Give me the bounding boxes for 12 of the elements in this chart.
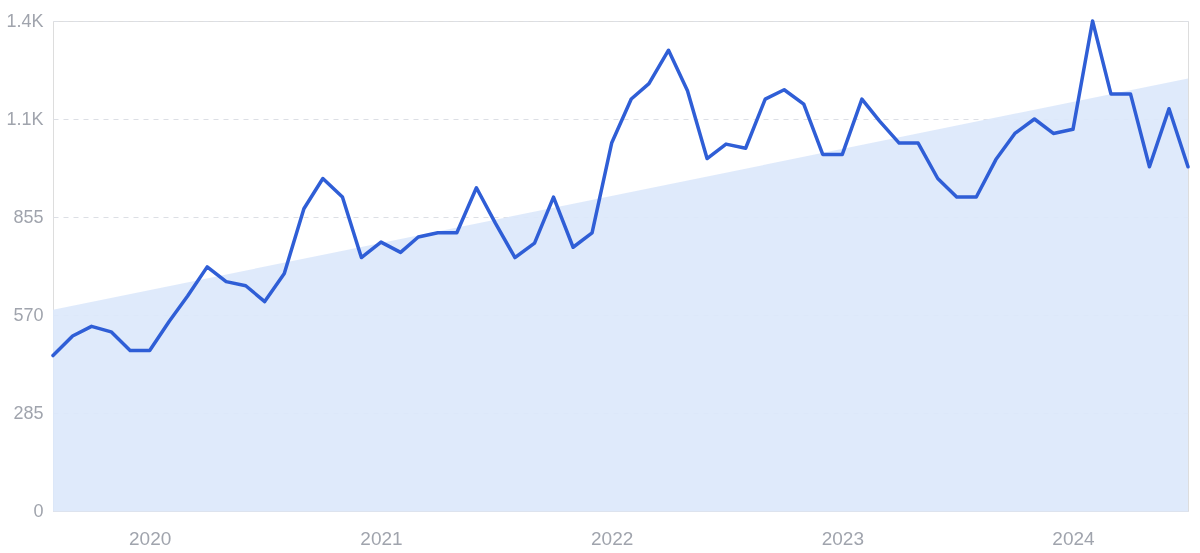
y-tick-label: 570	[13, 304, 44, 325]
y-tick-label: 1.4K	[6, 10, 44, 31]
x-tick-label: 2021	[360, 527, 403, 549]
x-tick-label: 2023	[821, 527, 864, 549]
y-tick-label: 0	[33, 500, 44, 521]
y-tick-label: 1.1K	[6, 108, 44, 129]
x-tick-label: 2020	[129, 527, 172, 549]
y-tick-label: 285	[13, 402, 44, 423]
x-tick-label: 2022	[591, 527, 634, 549]
y-tick-label: 855	[13, 206, 44, 227]
x-tick-label: 2024	[1052, 527, 1096, 549]
line-series	[51, 19, 1190, 358]
